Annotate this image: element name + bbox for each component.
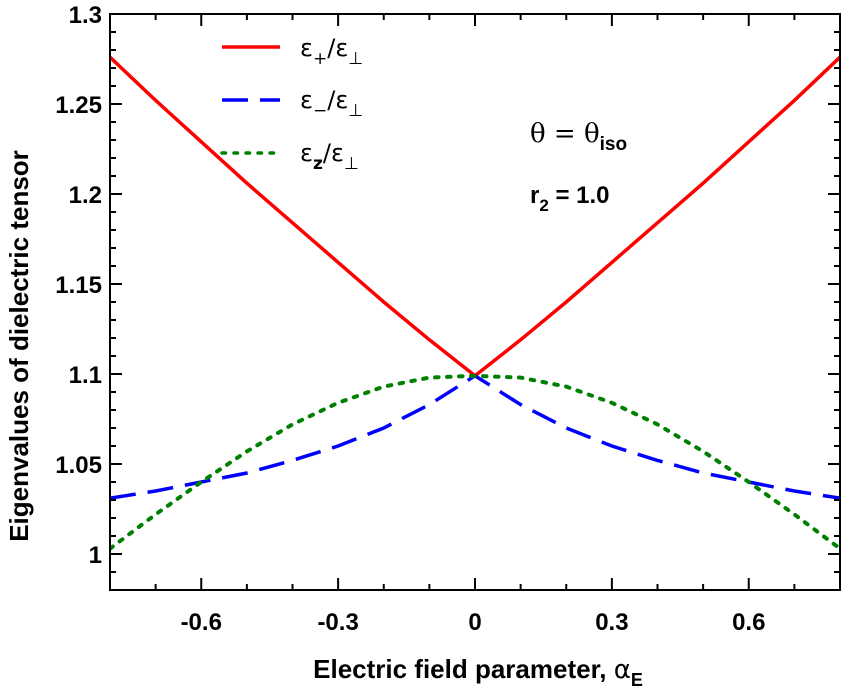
x-tick-label: -0.3 (317, 609, 358, 636)
legend-label-eps-plus: ε+/ε⊥ (300, 34, 363, 69)
x-axis-title-symbol: α (614, 655, 631, 685)
x-tick-label: 0.6 (732, 609, 765, 636)
annotation-r2: r2 = 1.0 (530, 182, 610, 215)
series-line-2 (110, 373, 840, 551)
x-tick-label: -0.6 (181, 609, 222, 636)
y-axis-title: Eigenvalues of dielectric tensor (4, 150, 34, 542)
legend-label-eps-minus: ε−/ε⊥ (300, 86, 363, 121)
legend: ε+/ε⊥ ε−/ε⊥ εz/ε⊥ (220, 34, 363, 174)
series-layer (110, 55, 840, 551)
y-tick-label: 1 (89, 542, 102, 569)
y-tick-label: 1.2 (69, 182, 102, 209)
annotation-theta-iso: θ = θiso (530, 119, 627, 155)
x-tick-label: 0 (468, 609, 481, 636)
x-axis-title-text: Electric field parameter, (313, 654, 614, 684)
plot-frame (109, 13, 841, 591)
ticks-layer: -0.6 -0.3 0 0.3 0.6 1 1.05 1.1 1.15 1.2 1.25 1.3 (55, 2, 841, 636)
x-axis-title: Electric field parameter, αE (313, 654, 643, 690)
y-tick-label: 1.1 (69, 362, 102, 389)
legend-label-eps-z: εz/ε⊥ (300, 139, 359, 174)
y-tick-label: 1.05 (55, 452, 102, 479)
series-line-1 (110, 373, 840, 500)
x-tick-label: 0.3 (595, 609, 628, 636)
y-tick-label: 1.15 (55, 272, 102, 299)
y-tick-label: 1.25 (55, 92, 102, 119)
series-line-0 (110, 55, 840, 379)
x-axis-title-subscript: E (631, 670, 643, 690)
y-tick-label: 1.3 (69, 2, 102, 29)
